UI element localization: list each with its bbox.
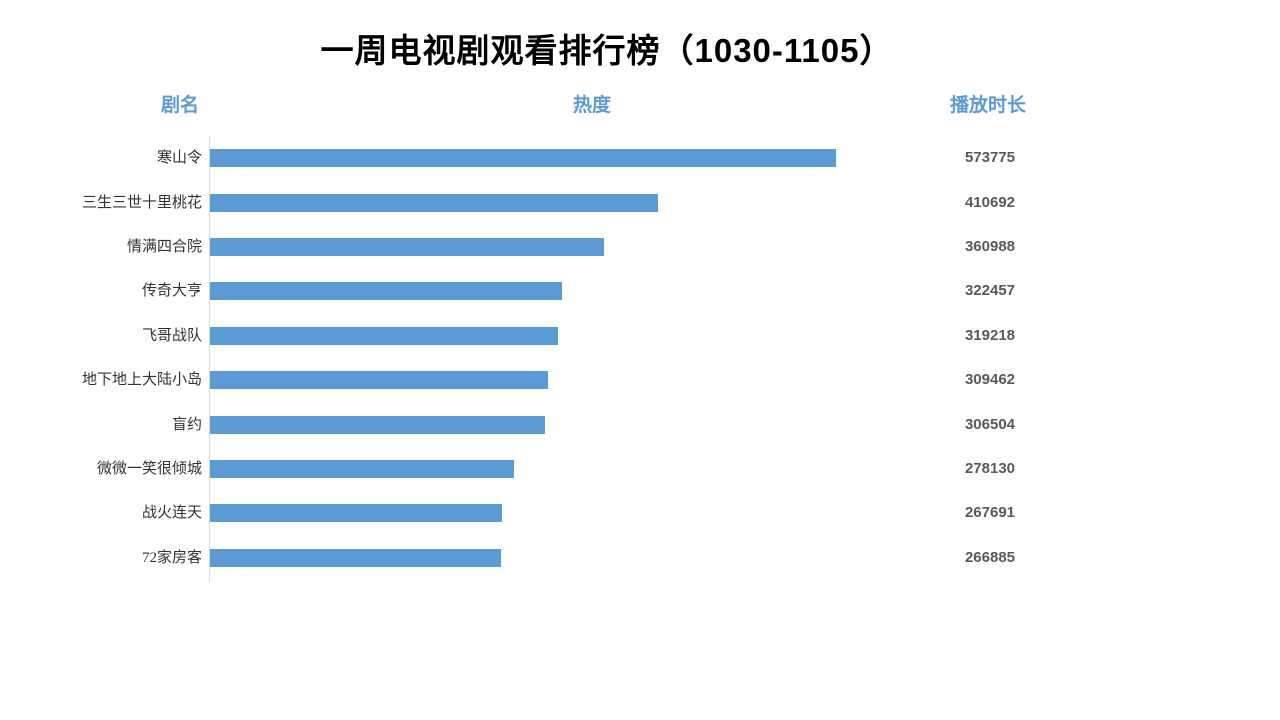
bar [210,238,604,256]
value-label: 322457 [964,282,1016,299]
bar [210,371,548,389]
column-header-drama-name: 剧名 [160,95,200,116]
bar [210,549,501,567]
value-label: 266885 [964,549,1016,566]
category-label: 地下地上大陆小岛 [81,372,202,388]
category-label: 寒山令 [156,150,202,166]
bar [210,282,562,300]
category-label: 战火连天 [141,505,202,521]
value-label: 319218 [964,327,1016,344]
value-label: 360988 [964,238,1016,255]
category-label: 传奇大亨 [141,283,202,299]
value-label: 309462 [964,371,1016,388]
bar [210,194,658,212]
category-label: 飞哥战队 [141,328,202,344]
bar [210,416,545,434]
column-header-heat: 热度 [572,95,612,116]
value-label: 306504 [964,416,1016,433]
category-label: 微微一笑很倾城 [96,461,202,477]
category-axis-line [209,136,210,582]
column-header-play-duration: 播放时长 [949,95,1027,116]
chart-title: 一周电视剧观看排行榜（1030-1105） [320,32,894,69]
bar [210,149,836,167]
value-label: 410692 [964,194,1016,211]
category-label: 情满四合院 [126,239,202,255]
value-label: 278130 [964,460,1016,477]
bar [210,327,558,345]
category-label: 三生三世十里桃花 [81,195,202,211]
bar [210,504,502,522]
category-label: 盲约 [171,417,202,433]
value-label: 267691 [964,504,1016,521]
category-label: 72家房客 [141,550,202,566]
value-label: 573775 [964,149,1016,166]
bar [210,460,514,478]
